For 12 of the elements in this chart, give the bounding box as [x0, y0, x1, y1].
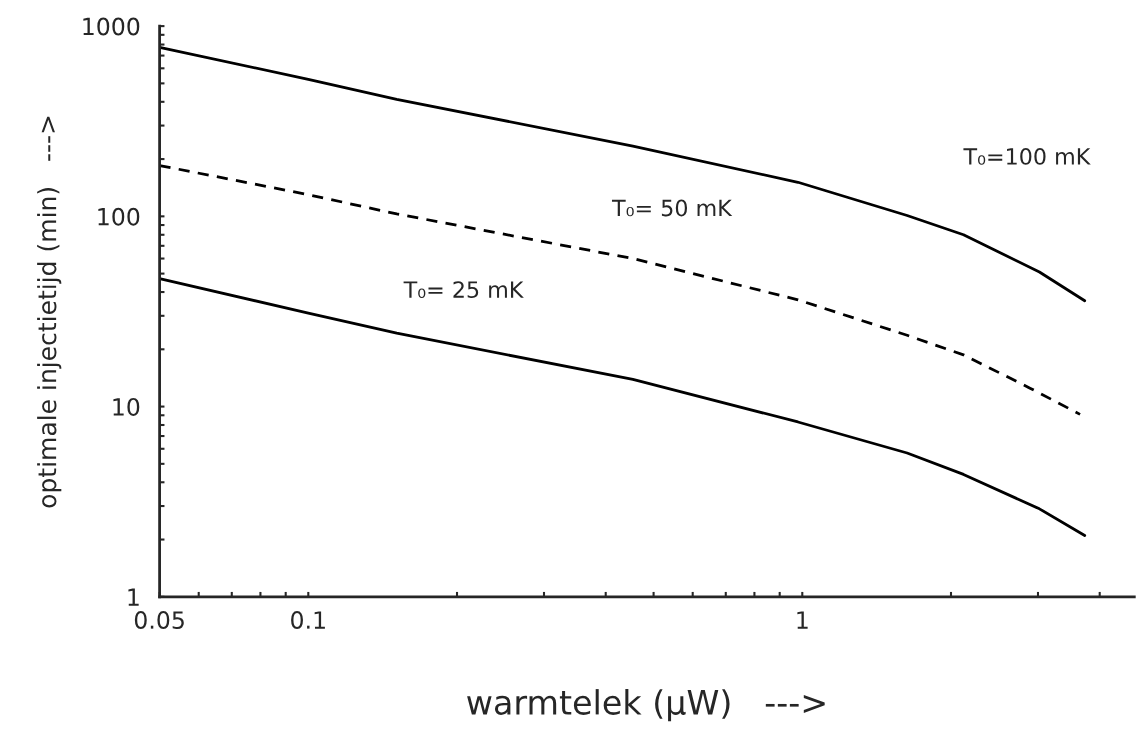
series-label: T₀= 50 mK: [611, 199, 733, 217]
text: T₀=100 mK: [963, 148, 1091, 165]
x-tick-label: 1: [797, 611, 808, 629]
x-tick-label: 0.05: [134, 611, 184, 629]
y-tick-label: 1: [128, 588, 139, 606]
y-tick-label: 1000: [83, 17, 140, 36]
series-label: T₀= 25 mK: [403, 281, 524, 298]
x-tick-label: 0.1: [291, 611, 325, 629]
y-axis-title: optimale injectietijd (min) --->: [37, 116, 62, 508]
x-axis-title: warmtelek (µW) --->: [467, 689, 825, 722]
y-tick-label: 100: [98, 207, 140, 226]
y-tick-label: 10: [113, 398, 140, 416]
